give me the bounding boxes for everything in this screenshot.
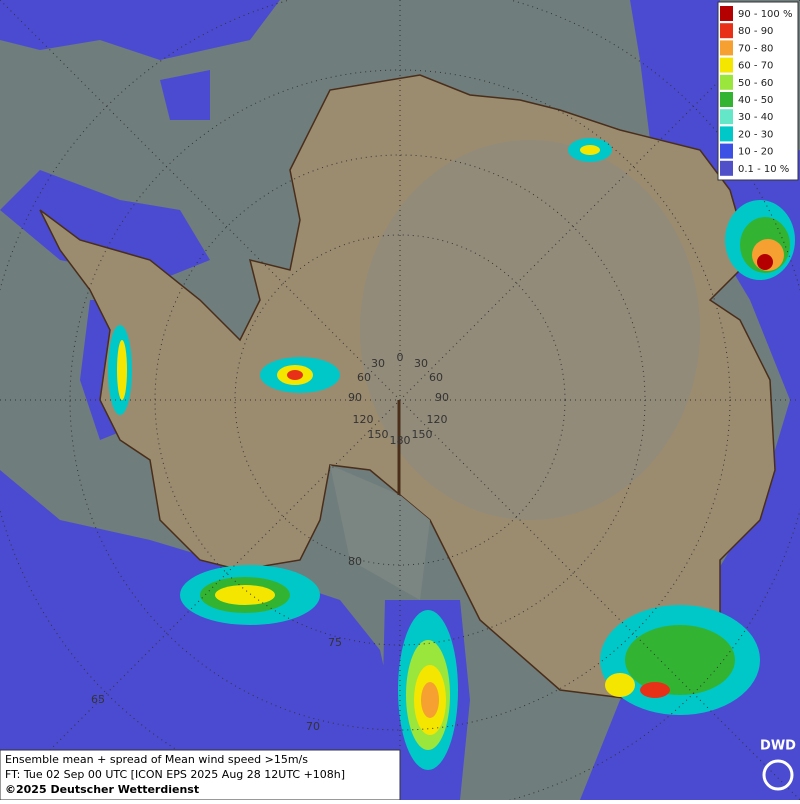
grid-label: 30 — [414, 357, 428, 370]
legend-swatch — [720, 23, 733, 39]
grid-label: 60 — [357, 371, 371, 384]
legend-label: 70 - 80 — [738, 43, 773, 54]
legend-label: 90 - 100 % — [738, 9, 792, 20]
legend-swatch — [720, 40, 733, 56]
ice-plateau — [360, 140, 700, 520]
legend-swatch — [720, 109, 733, 125]
grid-label: 0 — [397, 351, 404, 364]
legend-swatch — [720, 160, 733, 176]
wind-high — [108, 138, 795, 770]
grid-label: 120 — [427, 413, 448, 426]
footer-text: FT: Tue 02 Sep 00 UTC [ICON EPS 2025 Aug… — [5, 768, 345, 781]
logo-icon — [762, 759, 794, 791]
legend-swatch — [720, 143, 733, 159]
grid-label: 60 — [429, 371, 443, 384]
legend-label: 40 - 50 — [738, 95, 773, 106]
legend-label: 50 - 60 — [738, 78, 773, 89]
grid-label: 75 — [328, 636, 342, 649]
grid-label: 30 — [371, 357, 385, 370]
legend-label: 0.1 - 10 % — [738, 164, 789, 175]
grid-label: 150 — [368, 428, 389, 441]
grid-label: 150 — [412, 428, 433, 441]
footer-box — [0, 749, 401, 801]
grid-label: 90 — [348, 391, 362, 404]
logo: DWD — [760, 739, 796, 754]
footer-text: Ensemble mean + spread of Mean wind spee… — [5, 753, 308, 766]
grid-label: 80 — [348, 555, 362, 568]
legend-label: 30 - 40 — [738, 112, 773, 123]
footer-text: ©2025 Deutscher Wetterdienst — [5, 783, 199, 796]
grid-label: 120 — [353, 413, 374, 426]
legend-label: 20 - 30 — [738, 129, 773, 140]
legend-swatch — [720, 126, 733, 142]
legend-label: 80 - 90 — [738, 26, 773, 37]
grid-label: 180 — [390, 434, 411, 447]
legend-label: 60 - 70 — [738, 61, 773, 72]
legend-swatch — [720, 92, 733, 107]
grid-label: 70 — [306, 720, 320, 733]
legend-swatch — [720, 6, 733, 21]
legend: 90 - 100 % 80 - 90 70 - 80 60 - 70 50 - 60 40… — [717, 1, 799, 181]
grid-label: 65 — [91, 693, 105, 706]
legend-swatch — [720, 57, 733, 73]
grid-label: 90 — [435, 391, 449, 404]
ice-shelf — [330, 465, 430, 600]
legend-swatch — [720, 74, 733, 90]
legend-label: 10 - 20 — [738, 147, 773, 158]
